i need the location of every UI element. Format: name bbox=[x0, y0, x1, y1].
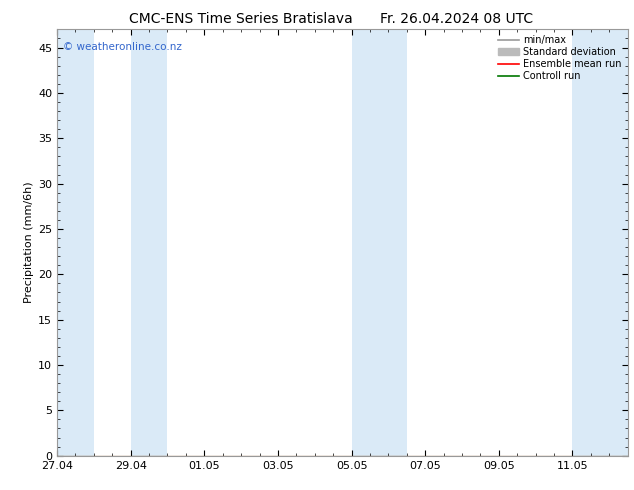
Bar bbox=[352, 29, 407, 456]
Text: Fr. 26.04.2024 08 UTC: Fr. 26.04.2024 08 UTC bbox=[380, 12, 533, 26]
Y-axis label: Precipitation (mm/6h): Precipitation (mm/6h) bbox=[24, 182, 34, 303]
Bar bbox=[573, 29, 628, 456]
Text: © weatheronline.co.nz: © weatheronline.co.nz bbox=[63, 42, 181, 52]
Bar bbox=[57, 29, 94, 456]
Legend: min/max, Standard deviation, Ensemble mean run, Controll run: min/max, Standard deviation, Ensemble me… bbox=[494, 31, 626, 85]
Bar bbox=[131, 29, 167, 456]
Text: CMC-ENS Time Series Bratislava: CMC-ENS Time Series Bratislava bbox=[129, 12, 353, 26]
